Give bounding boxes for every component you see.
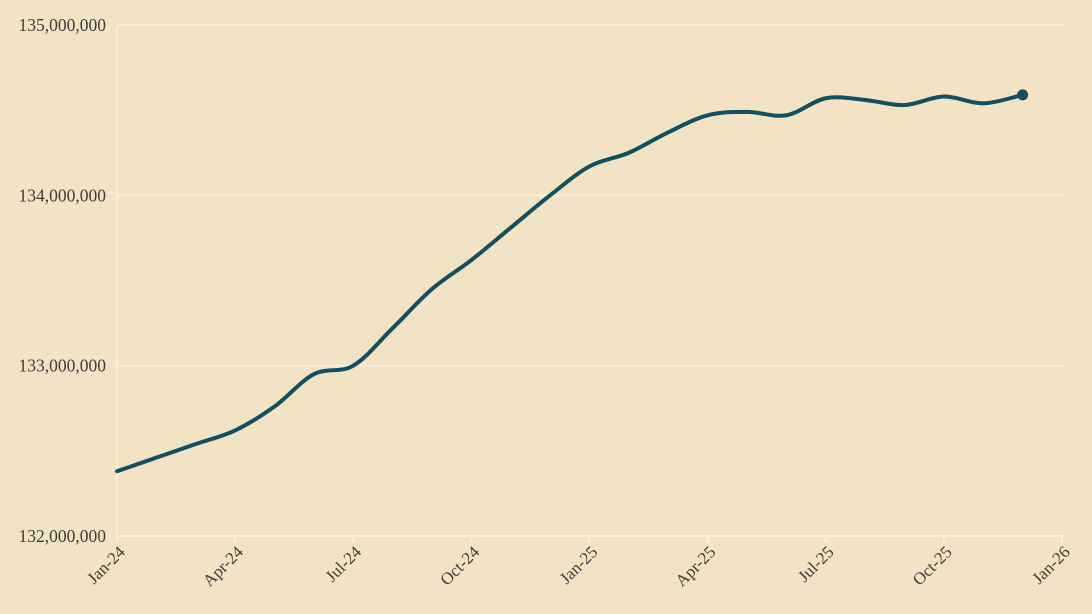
data-line bbox=[115, 92, 1025, 474]
end-point-dot bbox=[1017, 89, 1029, 101]
y-axis-tick-label: 135,000,000 bbox=[19, 15, 107, 35]
axes bbox=[116, 25, 1064, 543]
y-axis-tick-label: 133,000,000 bbox=[19, 356, 107, 376]
gridlines bbox=[117, 24, 1064, 367]
y-axis-tick-label: 134,000,000 bbox=[19, 185, 107, 205]
y-axis-labels: 135,000,000 134,000,000 133,000,000 132,000… bbox=[19, 15, 107, 546]
y-axis-tick-label: 132,000,000 bbox=[19, 526, 107, 546]
